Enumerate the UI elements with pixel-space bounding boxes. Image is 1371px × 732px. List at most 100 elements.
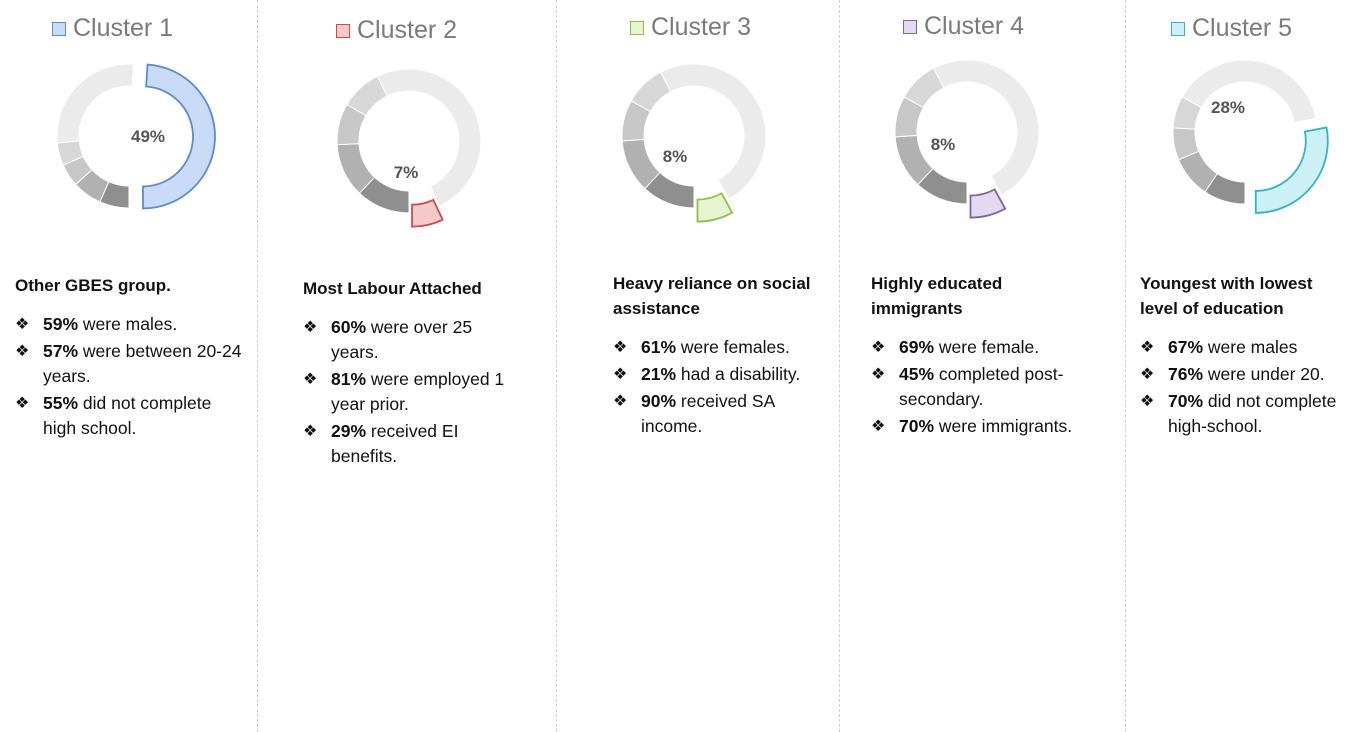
data-label: 8% (663, 147, 688, 166)
bullet-text: were immigrants. (934, 416, 1073, 436)
donut-slice-highlight (969, 188, 1007, 219)
legend-swatch (630, 20, 644, 35)
bullet-item: ❖ 61% were females. (613, 335, 828, 360)
bullet-text: were females. (676, 337, 790, 357)
diamond-bullet-icon: ❖ (613, 393, 628, 410)
donut-slice-highlight (142, 63, 216, 210)
column-divider (1125, 0, 1126, 732)
diamond-bullet-icon: ❖ (1140, 339, 1155, 356)
diamond-bullet-icon: ❖ (871, 339, 886, 356)
diamond-bullet-icon: ❖ (613, 339, 628, 356)
bullet-text: were female. (934, 337, 1040, 357)
donut-slice-other (659, 63, 767, 200)
diamond-bullet-icon: ❖ (303, 371, 318, 388)
diamond-bullet-icon: ❖ (15, 316, 30, 333)
bullet-percentage: 81% (331, 369, 367, 389)
bullet-percentage: 61% (641, 337, 677, 357)
donut-chart: 8% (621, 63, 767, 223)
diamond-bullet-icon: ❖ (303, 423, 318, 440)
donut-slice-highlight (411, 198, 444, 228)
legend-entry: Cluster 3 (630, 13, 751, 42)
diamond-bullet-icon: ❖ (871, 418, 886, 435)
diamond-bullet-icon: ❖ (871, 366, 886, 383)
donut-slice-highlight (1254, 126, 1329, 214)
bullet-percentage: 70% (1168, 391, 1204, 411)
cluster-bullets: ❖ 61% were females. ❖ 21% had a disability.… (613, 335, 828, 441)
cluster-heading: Youngest with lowest level of education (1140, 274, 1313, 318)
legend-label: Cluster 3 (651, 13, 752, 41)
donut-slice-other (932, 59, 1040, 196)
data-label: 49% (131, 127, 165, 146)
bullet-item: ❖ 76% were under 20. (1140, 362, 1355, 387)
column-divider (839, 0, 840, 732)
bullet-item: ❖ 59% were males. (15, 312, 243, 337)
bullet-percentage: 67% (1168, 337, 1204, 357)
legend-entry: Cluster 5 (1171, 14, 1292, 43)
diamond-bullet-icon: ❖ (613, 366, 628, 383)
bullet-item: ❖ 29% received EI benefits. (303, 419, 518, 469)
bullet-item: ❖ 70% were immigrants. (871, 414, 1086, 439)
bullet-item: ❖ 90% received SA income. (613, 389, 828, 439)
donut-slice-highlight (696, 192, 734, 223)
bullet-text: were employed 1 year prior. (331, 369, 505, 414)
bullet-percentage: 90% (641, 391, 677, 411)
cluster-bullets: ❖ 60% were over 25 years. ❖ 81% were employ… (303, 315, 518, 471)
bullet-item: ❖ 45% completed post-secondary. (871, 362, 1086, 412)
donut-chart: 49% (56, 63, 216, 210)
bullet-text: received SA income. (641, 391, 775, 436)
bullet-text: received EI benefits. (331, 421, 459, 466)
legend-entry: Cluster 4 (903, 12, 1024, 41)
diamond-bullet-icon: ❖ (303, 319, 318, 336)
legend-entry: Cluster 1 (52, 14, 173, 43)
cluster-bullets: ❖ 67% were males ❖ 76% were under 20. ❖ 70% d… (1140, 335, 1355, 441)
legend-swatch (903, 19, 917, 34)
diamond-bullet-icon: ❖ (1140, 366, 1155, 383)
data-label: 8% (931, 135, 956, 154)
bullet-percentage: 21% (641, 364, 677, 384)
diamond-bullet-icon: ❖ (1140, 393, 1155, 410)
cluster-heading: Highly educated immigrants (871, 274, 1003, 318)
bullet-text: were over 25 years. (331, 317, 473, 362)
cluster-bullets: ❖ 69% were female. ❖ 45% completed post-sec… (871, 335, 1086, 441)
bullet-percentage: 45% (899, 364, 935, 384)
bullet-item: ❖ 57% were between 20-24 years. (15, 339, 243, 389)
donut-slice-other (1181, 59, 1317, 124)
donut-chart: 28% (1172, 59, 1329, 214)
bullet-item: ❖ 55% did not complete high school. (15, 391, 243, 441)
bullet-percentage: 29% (331, 421, 367, 441)
diamond-bullet-icon: ❖ (15, 343, 30, 360)
legend-entry: Cluster 2 (336, 16, 457, 45)
bullet-item: ❖ 67% were males (1140, 335, 1355, 360)
donut-slice-other (376, 68, 482, 207)
bullet-text: completed post-secondary. (899, 364, 1064, 409)
bullet-text: did not complete high-school. (1168, 391, 1337, 436)
bullet-item: ❖ 70% did not complete high-school. (1140, 389, 1355, 439)
legend-label: Cluster 4 (924, 12, 1025, 40)
bullet-percentage: 59% (43, 314, 79, 334)
cluster-heading: Most Labour Attached (303, 279, 482, 298)
bullet-item: ❖ 69% were female. (871, 335, 1086, 360)
bullet-percentage: 70% (899, 416, 935, 436)
column-divider (257, 0, 258, 732)
bullet-item: ❖ 81% were employed 1 year prior. (303, 367, 518, 417)
bullet-percentage: 55% (43, 393, 79, 413)
bullet-text: had a disability. (676, 364, 801, 384)
data-label: 28% (1211, 98, 1245, 117)
bullet-percentage: 60% (331, 317, 367, 337)
column-divider (556, 0, 557, 732)
legend-label: Cluster 2 (357, 16, 458, 44)
legend-swatch (52, 21, 66, 36)
bullet-item: ❖ 60% were over 25 years. (303, 315, 518, 365)
bullet-text: were males (1203, 337, 1298, 357)
data-label: 7% (394, 163, 419, 182)
bullet-text: did not complete high school. (43, 393, 212, 438)
legend-label: Cluster 5 (1192, 14, 1293, 42)
diamond-bullet-icon: ❖ (15, 395, 30, 412)
donut-chart: 7% (336, 68, 482, 228)
bullet-item: ❖ 21% had a disability. (613, 362, 828, 387)
cluster-heading: Other GBES group. (15, 276, 171, 295)
bullet-percentage: 69% (899, 337, 935, 357)
cluster-bullets: ❖ 59% were males. ❖ 57% were between 20-24 … (15, 312, 243, 443)
donut-chart: 8% (894, 59, 1040, 219)
bullet-text: were males. (78, 314, 178, 334)
